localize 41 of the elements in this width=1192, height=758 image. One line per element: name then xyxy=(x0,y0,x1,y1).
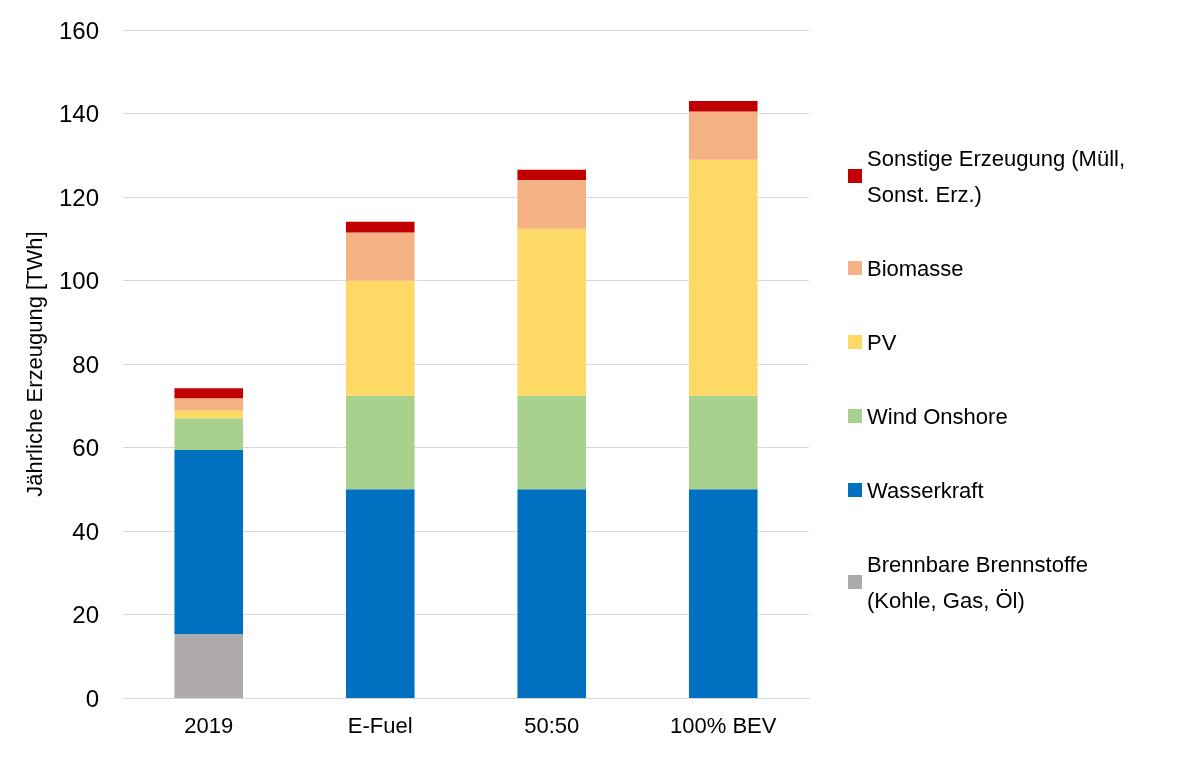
bar xyxy=(345,489,415,698)
bar xyxy=(688,159,758,396)
bar xyxy=(688,100,758,112)
legend-label: Wasserkraft xyxy=(867,477,984,503)
legend-label: PV xyxy=(867,329,897,355)
y-tick-label: 140 xyxy=(58,100,99,127)
legend-label: Wind Onshore xyxy=(867,403,1008,429)
bar xyxy=(688,111,758,160)
bar xyxy=(174,634,244,698)
y-tick-label: 40 xyxy=(72,517,99,545)
bar xyxy=(174,398,244,411)
bar xyxy=(517,395,587,490)
bar xyxy=(345,232,415,281)
legend-label: Biomasse xyxy=(867,255,964,281)
legend-label: Sonstige Erzeugung (Müll, Sonst. Erz.) xyxy=(867,145,1132,207)
x-tick-label: 2019 xyxy=(184,712,234,738)
y-tick-label: 60 xyxy=(72,434,99,461)
y-tick-label: 120 xyxy=(58,183,99,211)
bar xyxy=(174,410,244,419)
bar xyxy=(174,450,244,635)
legend-label: Brennbare Brennstoffe (Kohle, Gas, Öl) xyxy=(867,551,1095,613)
y-tick-label: 160 xyxy=(58,16,99,44)
bar xyxy=(345,221,415,233)
bar xyxy=(517,179,587,229)
bar xyxy=(688,489,758,698)
y-tick-label: 100 xyxy=(58,267,99,294)
bar xyxy=(688,395,758,490)
bar xyxy=(174,418,244,451)
bar xyxy=(174,388,244,399)
bar xyxy=(517,169,587,180)
bar xyxy=(345,280,415,396)
x-tick-label: 50:50 xyxy=(524,712,580,738)
bar xyxy=(517,228,587,396)
y-tick-label: 20 xyxy=(72,601,99,628)
y-axis-title: Jährliche Erzeugung [TWh] xyxy=(21,231,47,497)
x-tick-label: E-Fuel xyxy=(347,712,413,738)
bar xyxy=(345,395,415,490)
x-tick-label: 100% BEV xyxy=(670,712,777,738)
y-tick-label: 80 xyxy=(72,350,99,378)
bar xyxy=(517,489,587,698)
y-tick-label: 0 xyxy=(85,684,99,712)
